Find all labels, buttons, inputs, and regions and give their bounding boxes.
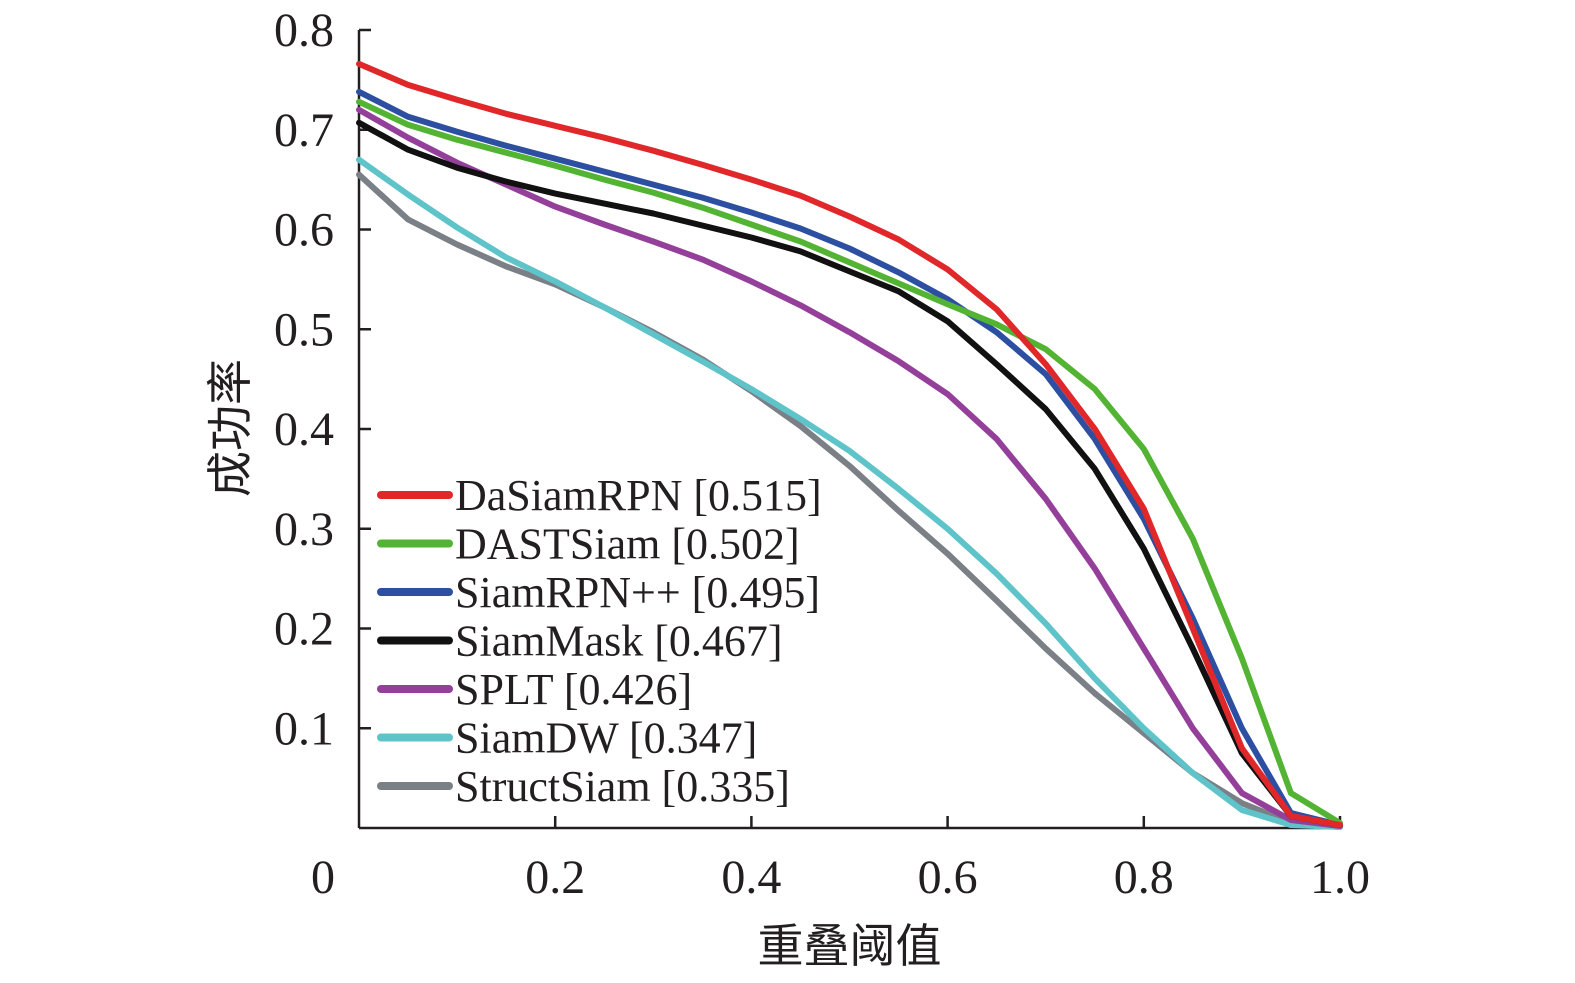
legend-label-siamrpn-: SiamRPN++ [0.495]: [455, 568, 820, 617]
y-tick-label: 0.7: [274, 104, 334, 157]
y-axis-title: 成功率: [203, 359, 257, 497]
x-tick-label: 0.8: [1114, 851, 1174, 904]
legend-label-structsiam: StructSiam [0.335]: [455, 762, 790, 811]
y-tick-label: 0.8: [274, 4, 334, 57]
y-tick-label: 0.4: [274, 403, 334, 456]
x-tick-label: 0.6: [918, 851, 978, 904]
legend-label-splt: SPLT [0.426]: [455, 665, 692, 714]
series-line-splt: [356, 106, 1343, 829]
series-line-siammask: [356, 119, 1343, 828]
x-tick-label: 0.2: [525, 851, 585, 904]
legend-label-siammask: SiamMask [0.467]: [455, 617, 783, 666]
series-line-dastsiam: [356, 98, 1343, 826]
series-line-dasiamrpn: [356, 60, 1343, 828]
chart-legend: DaSiamRPN [0.515]DASTSiam [0.502]SiamRPN…: [377, 471, 822, 811]
axis-ticks: 0.1 0.2 0.3 0.4 0.5 0.6 0.7 0.8 0 0.2 0.4 0.6 0.8 1.0: [274, 4, 1370, 904]
y-tick-label: 0.2: [274, 603, 334, 656]
x-axis-title: 重叠阈值: [758, 919, 942, 973]
y-tick-label: 0.5: [274, 303, 334, 356]
y-tick-label: 0.1: [274, 702, 334, 755]
legend-label-dastsiam: DASTSiam [0.502]: [455, 520, 800, 569]
legend-label-siamdw: SiamDW [0.347]: [455, 714, 757, 763]
y-tick-label: 0.3: [274, 503, 334, 556]
x-tick-label: 0.4: [721, 851, 781, 904]
series-line-siamdw: [356, 156, 1343, 830]
data-series: [356, 60, 1343, 830]
x-tick-label: 0: [311, 851, 335, 904]
x-tick-label: 1.0: [1310, 851, 1370, 904]
legend-label-dasiamrpn: DaSiamRPN [0.515]: [455, 471, 822, 520]
y-tick-label: 0.6: [274, 204, 334, 257]
